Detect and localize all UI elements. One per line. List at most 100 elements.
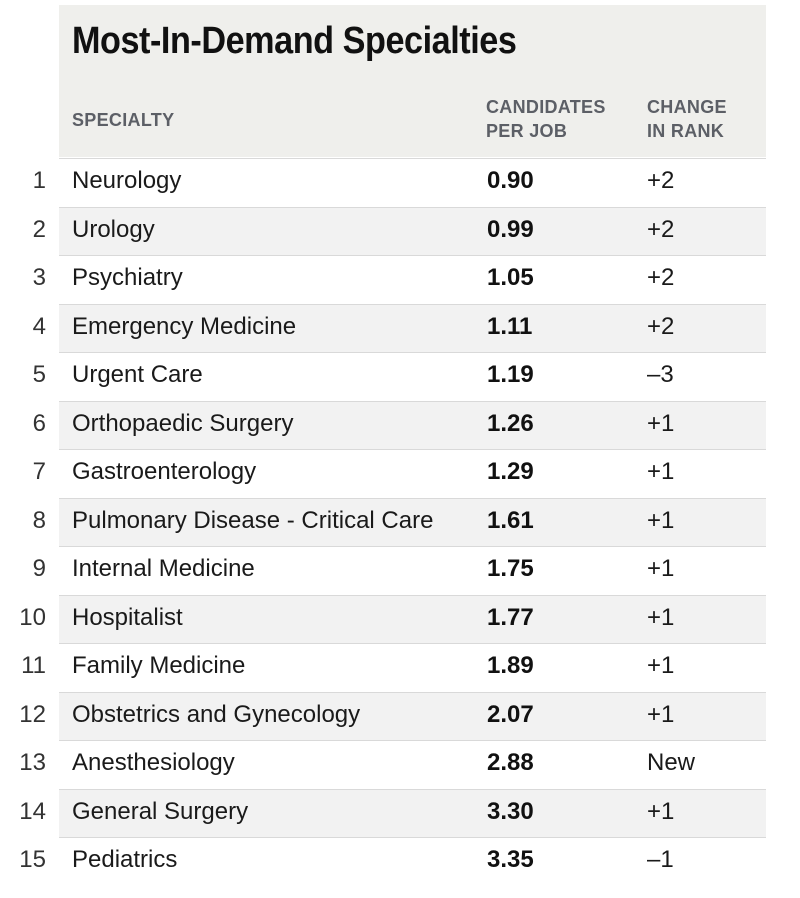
change-in-rank-cell: +1 (647, 700, 675, 728)
specialty-cell: General Surgery (72, 797, 249, 825)
table-row: 13 Anesthesiology 2.88 New (0, 740, 800, 789)
rank-cell: 12 (19, 700, 46, 728)
change-in-rank-cell: +1 (647, 555, 675, 582)
change-in-rank-cell: New (647, 749, 696, 776)
rank-cell: 2 (32, 215, 46, 243)
table-row: 2 Urology 0.99 +2 (0, 206, 800, 255)
candidates-per-job-cell: 1.05 (487, 264, 534, 291)
table-row: 14 General Surgery 3.30 +1 (0, 788, 800, 837)
row-band (59, 255, 766, 304)
table-row: 9 Internal Medicine 1.75 +1 (0, 546, 800, 595)
change-in-rank-cell: –3 (647, 361, 674, 388)
row-band (59, 449, 766, 498)
candidates-per-job-cell: 0.99 (487, 215, 534, 243)
candidates-per-job-cell: 1.89 (487, 652, 534, 679)
rank-cell: 13 (19, 749, 46, 776)
column-header-change-in-rank: CHANGE IN RANK (647, 95, 727, 143)
rank-cell: 14 (19, 797, 46, 825)
rank-cell: 15 (19, 846, 46, 873)
change-in-rank-cell: +2 (647, 264, 675, 291)
table-row: 1 Neurology 0.90 +2 (0, 158, 800, 207)
rank-cell: 7 (32, 458, 46, 485)
table-title: Most-In-Demand Specialties (72, 20, 517, 62)
table-body: 1 Neurology 0.90 +2 2 Urology 0.99 +2 3 Psychiatr… (0, 158, 800, 886)
table-row: 4 Emergency Medicine 1.11 +2 (0, 303, 800, 352)
table-row: 8 Pulmonary Disease - Critical Care 1.61 +1 (0, 497, 800, 546)
specialty-cell: Pediatrics (72, 846, 178, 873)
change-in-rank-cell: +2 (647, 167, 675, 194)
specialty-cell: Urgent Care (72, 361, 203, 388)
change-in-rank-cell: –1 (647, 846, 674, 873)
row-band (59, 206, 766, 255)
header-panel (59, 5, 766, 157)
candidates-per-job-cell: 1.26 (487, 409, 534, 437)
row-band (59, 643, 766, 692)
specialty-cell: Urology (72, 215, 155, 243)
candidates-per-job-cell: 0.90 (487, 167, 534, 194)
row-band (59, 788, 766, 837)
candidates-per-job-cell: 1.77 (487, 603, 534, 631)
table-row: 3 Psychiatry 1.05 +2 (0, 255, 800, 304)
rank-cell: 3 (32, 264, 46, 291)
change-in-rank-cell: +1 (647, 409, 675, 437)
table-row: 10 Hospitalist 1.77 +1 (0, 594, 800, 643)
change-in-rank-cell: +1 (647, 652, 675, 679)
specialty-cell: Hospitalist (72, 603, 183, 631)
rank-cell: 10 (19, 603, 46, 631)
row-band (59, 352, 766, 401)
row-band (59, 158, 766, 207)
rank-cell: 4 (32, 312, 46, 340)
row-band (59, 546, 766, 595)
row-band (59, 740, 766, 789)
rank-cell: 6 (32, 409, 46, 437)
candidates-per-job-cell: 3.30 (487, 797, 534, 825)
column-header-specialty: SPECIALTY (72, 110, 175, 130)
rank-cell: 9 (32, 555, 46, 582)
column-header-change-line1: CHANGE (647, 97, 727, 117)
change-in-rank-cell: +1 (647, 506, 675, 534)
change-in-rank-cell: +1 (647, 458, 675, 485)
specialty-cell: Internal Medicine (72, 555, 255, 582)
specialty-cell: Obstetrics and Gynecology (72, 700, 361, 728)
specialty-cell: Neurology (72, 167, 182, 194)
column-header-candidates-line1: CANDIDATES (486, 97, 606, 117)
candidates-per-job-cell: 3.35 (487, 846, 534, 873)
candidates-per-job-cell: 1.61 (487, 506, 534, 534)
specialty-cell: Pulmonary Disease - Critical Care (72, 506, 434, 534)
change-in-rank-cell: +1 (647, 603, 675, 631)
rank-cell: 8 (32, 506, 46, 534)
table-row: 6 Orthopaedic Surgery 1.26 +1 (0, 400, 800, 449)
table-row: 15 Pediatrics 3.35 –1 (0, 837, 800, 886)
specialty-cell: Psychiatry (72, 264, 183, 291)
specialty-cell: Emergency Medicine (72, 312, 297, 340)
table-row: 7 Gastroenterology 1.29 +1 (0, 449, 800, 498)
candidates-per-job-cell: 1.29 (487, 458, 534, 485)
change-in-rank-cell: +1 (647, 797, 675, 825)
rank-cell: 5 (32, 361, 46, 388)
specialty-cell: Anesthesiology (72, 749, 235, 776)
row-band (59, 594, 766, 643)
change-in-rank-cell: +2 (647, 215, 675, 243)
row-band (59, 497, 766, 546)
rank-cell: 11 (21, 652, 46, 679)
column-header-change-line2: IN RANK (647, 121, 725, 141)
candidates-per-job-cell: 2.07 (487, 700, 534, 728)
specialty-cell: Orthopaedic Surgery (72, 409, 294, 437)
candidates-per-job-cell: 1.11 (487, 312, 533, 340)
candidates-per-job-cell: 1.19 (487, 361, 534, 388)
column-header-candidates-per-job: CANDIDATES PER JOB (486, 95, 606, 143)
table-row: 11 Family Medicine 1.89 +1 (0, 643, 800, 692)
specialty-cell: Gastroenterology (72, 458, 257, 485)
row-band (59, 303, 766, 352)
rank-cell: 1 (32, 167, 46, 194)
table-row: 5 Urgent Care 1.19 –3 (0, 352, 800, 401)
row-band (59, 691, 766, 740)
candidates-per-job-cell: 1.75 (487, 555, 534, 582)
column-header-candidates-line2: PER JOB (486, 121, 568, 141)
specialty-cell: Family Medicine (72, 652, 246, 679)
change-in-rank-cell: +2 (647, 312, 675, 340)
table-row: 12 Obstetrics and Gynecology 2.07 +1 (0, 691, 800, 740)
row-band (59, 400, 766, 449)
row-band (59, 837, 766, 886)
candidates-per-job-cell: 2.88 (487, 749, 534, 776)
